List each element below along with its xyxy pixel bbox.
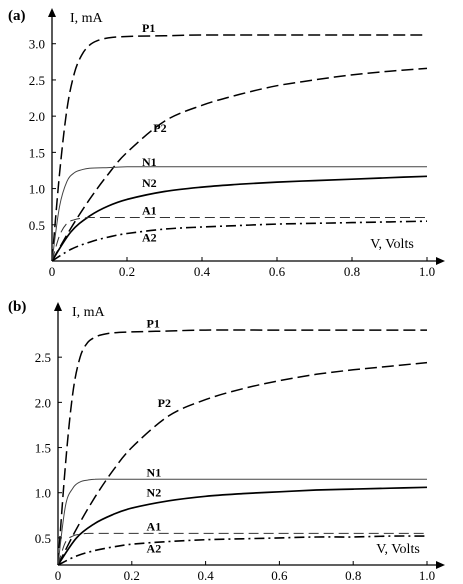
x-tick-label: 0.4 — [197, 568, 214, 583]
series-label-n1: N1 — [147, 465, 162, 479]
y-tick-label: 0.5 — [35, 531, 51, 546]
panel-label: (b) — [8, 299, 26, 315]
series-label-p1: P1 — [147, 316, 160, 330]
x-axis-title: V, Volts — [370, 237, 414, 252]
chart-panel-a: 0 0.2 0.4 0.6 0.8 1.0 0.5 1.0 1.5 2.0 2.5 3.0(a) I, … — [8, 8, 445, 279]
y-tick-label: 2.5 — [29, 73, 45, 88]
y-axis-arrow — [54, 302, 62, 311]
y-axis-title: I, mA — [72, 305, 106, 320]
series-line-a1 — [57, 532, 427, 566]
series-line-a1 — [51, 216, 427, 262]
x-tick-label: 0.6 — [269, 264, 286, 279]
y-axis-arrow — [48, 8, 56, 17]
x-tick-label: 0 — [55, 568, 62, 583]
series-label-p2: P2 — [153, 121, 166, 135]
series-label-n1: N1 — [142, 155, 157, 169]
y-tick-label: 1.0 — [29, 182, 45, 197]
series-line-n2 — [57, 486, 428, 566]
series-label-a1: A1 — [142, 204, 157, 218]
x-tick-label: 0.4 — [194, 264, 211, 279]
series-line-n1 — [51, 166, 427, 262]
series-label-n2: N2 — [142, 176, 157, 190]
chart-panel-b: 0 0.2 0.4 0.6 0.8 1.0 0.5 1.0 1.5 2.0 2.5 (b) I, mA V… — [8, 299, 445, 583]
series-label-a1: A1 — [147, 520, 162, 534]
x-axis-arrow — [436, 257, 445, 265]
x-tick-label: 0.6 — [271, 568, 288, 583]
x-tick-label: 0.2 — [124, 568, 140, 583]
y-tick-label: 1.0 — [35, 486, 51, 501]
series-label-p1: P1 — [142, 21, 155, 35]
series-label-p2: P2 — [158, 396, 171, 410]
series-line-p1 — [57, 329, 427, 566]
y-tick-label: 2.0 — [35, 395, 51, 410]
x-tick-label: 0.8 — [344, 264, 360, 279]
x-tick-label: 0 — [49, 264, 56, 279]
series-label-a2: A2 — [142, 230, 157, 244]
series-label-n2: N2 — [147, 485, 162, 499]
y-tick-label: 2.5 — [35, 350, 51, 365]
series-line-a2 — [51, 220, 428, 262]
y-tick-label: 1.5 — [29, 145, 45, 160]
x-tick-label: 0.8 — [345, 568, 361, 583]
y-tick-label: 1.5 — [35, 441, 51, 456]
series-line-p2 — [51, 67, 428, 262]
series-line-p1 — [51, 34, 427, 262]
series-line-n2 — [51, 175, 428, 262]
series-line-p2 — [57, 361, 428, 566]
y-axis-title: I, mA — [70, 11, 104, 26]
series-line-a2 — [57, 535, 428, 566]
panel-label: (a) — [8, 8, 26, 24]
series-label-a2: A2 — [147, 541, 162, 555]
y-tick-label: 3.0 — [29, 37, 45, 52]
x-tick-label: 1.0 — [419, 568, 435, 583]
y-tick-label: 0.5 — [29, 218, 45, 233]
x-tick-label: 1.0 — [419, 264, 435, 279]
x-axis-arrow — [436, 561, 445, 569]
y-tick-label: 2.0 — [29, 109, 45, 124]
series-line-n1 — [57, 478, 427, 566]
x-tick-label: 0.2 — [119, 264, 135, 279]
x-axis-title: V, Volts — [376, 542, 420, 557]
